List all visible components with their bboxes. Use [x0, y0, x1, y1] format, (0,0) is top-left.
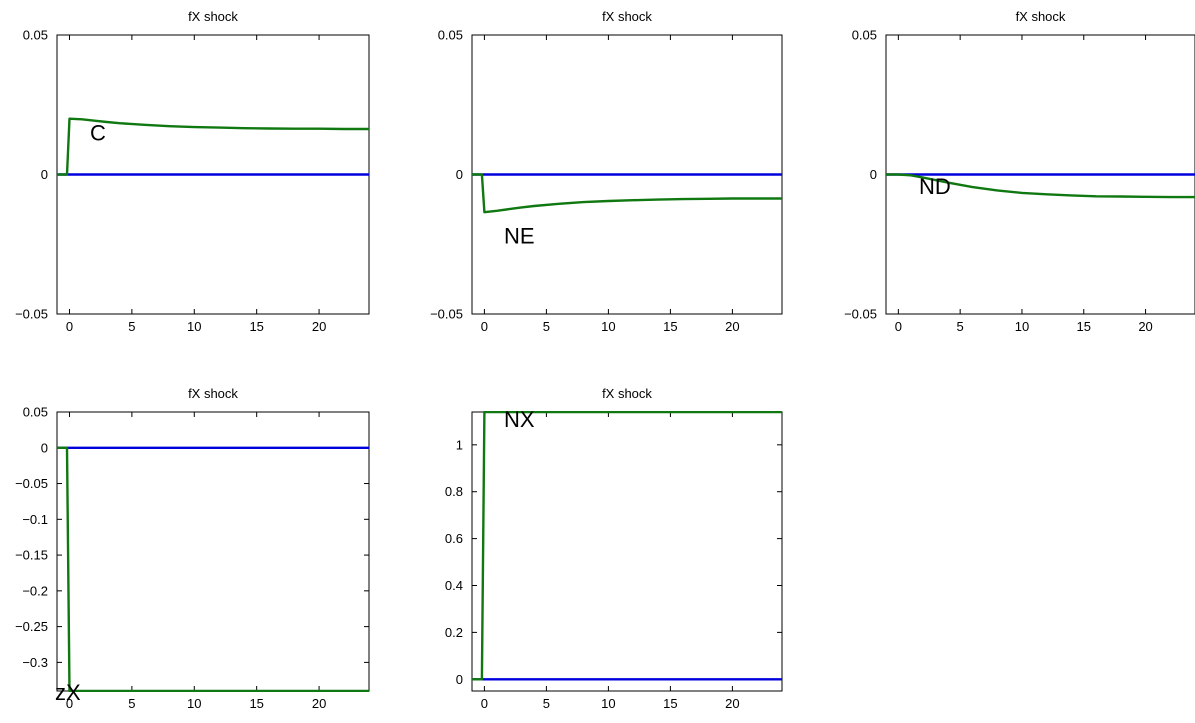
x-tick-label: 5 [128, 319, 135, 334]
subplot-title: fX shock [602, 386, 652, 401]
y-tick-label: −0.25 [15, 619, 48, 634]
axes-frame [56, 411, 370, 692]
series-line-response [886, 173, 1195, 199]
y-tick-label: 0.2 [445, 625, 463, 640]
y-tick-label: −0.15 [15, 548, 48, 563]
x-tick-label: 0 [481, 696, 488, 711]
series-line-response [57, 117, 369, 176]
y-tick-label: 0 [41, 440, 48, 455]
series-line-response [57, 446, 369, 692]
y-tick-label: −0.1 [22, 512, 48, 527]
y-tick-label: 0.6 [445, 531, 463, 546]
x-tick-label: 15 [249, 319, 263, 334]
subplot-zx: fX shock 0 5 10 15 20 −0.3 −0.25 −0.2 −0.15 −0.1 −0… [15, 386, 370, 711]
x-tick-label: 20 [312, 319, 326, 334]
y-tick-label: 0 [870, 167, 877, 182]
x-tick-label: 5 [543, 696, 550, 711]
y-tick-label: −0.05 [15, 307, 48, 322]
x-tick-label: 10 [187, 319, 201, 334]
subplot-title: fX shock [602, 9, 652, 24]
subplot-ne: fX shock 0 5 10 15 20 −0.05 0 0.05 NE [430, 9, 783, 334]
subplot-title: fX shock [188, 9, 238, 24]
x-tick-label: 5 [957, 319, 964, 334]
y-tick-label: 0 [41, 167, 48, 182]
x-tick-label: 20 [725, 696, 739, 711]
y-tick-label: 0.05 [438, 28, 463, 43]
y-tick-label: 0.4 [445, 578, 463, 593]
axes-frame [471, 411, 783, 692]
y-tick-label: 0 [456, 167, 463, 182]
subplot-nd: fX shock 0 5 10 15 20 −0.05 0 0.05 ND [844, 9, 1195, 334]
subplot-nx: fX shock 0 5 10 15 20 0 0.2 0.4 0.6 0.8 1 NX [445, 386, 783, 711]
x-tick-label: 15 [1077, 319, 1091, 334]
x-tick-label: 10 [1015, 319, 1029, 334]
y-tick-label: −0.3 [22, 655, 48, 670]
x-tick-label: 10 [601, 319, 615, 334]
x-tick-label: 0 [66, 696, 73, 711]
y-tick-label: 1 [456, 437, 463, 452]
subplot-title: fX shock [188, 386, 238, 401]
y-tick-label: −0.2 [22, 583, 48, 598]
y-tick-label: −0.05 [430, 307, 463, 322]
y-tick-label: 0 [456, 672, 463, 687]
x-tick-label: 10 [187, 696, 201, 711]
y-tick-label: −0.05 [844, 307, 877, 322]
y-tick-label: 0.8 [445, 484, 463, 499]
y-tick-label: 0.05 [852, 28, 877, 43]
x-tick-label: 15 [663, 696, 677, 711]
x-tick-label: 15 [249, 696, 263, 711]
x-tick-label: 5 [128, 696, 135, 711]
x-tick-label: 5 [543, 319, 550, 334]
y-tick-label: −0.05 [15, 476, 48, 491]
subplot-c: fX shock 0 5 10 15 20 −0.05 0 0.05 C [15, 9, 370, 334]
y-tick-label: 0.05 [23, 28, 48, 43]
variable-label: zX [55, 680, 81, 705]
y-tick-label: 0.05 [23, 405, 48, 420]
x-tick-label: 20 [1138, 319, 1152, 334]
x-tick-label: 15 [663, 319, 677, 334]
series-line-response [472, 411, 782, 681]
x-tick-label: 20 [312, 696, 326, 711]
x-tick-label: 10 [601, 696, 615, 711]
x-tick-label: 0 [895, 319, 902, 334]
variable-label: C [90, 120, 106, 145]
variable-label: NE [504, 223, 535, 248]
x-tick-label: 0 [481, 319, 488, 334]
x-tick-label: 0 [66, 319, 73, 334]
subplot-title: fX shock [1016, 9, 1066, 24]
variable-label: ND [919, 174, 951, 199]
series-line-response [472, 173, 782, 214]
x-tick-label: 20 [725, 319, 739, 334]
variable-label: NX [504, 407, 535, 432]
